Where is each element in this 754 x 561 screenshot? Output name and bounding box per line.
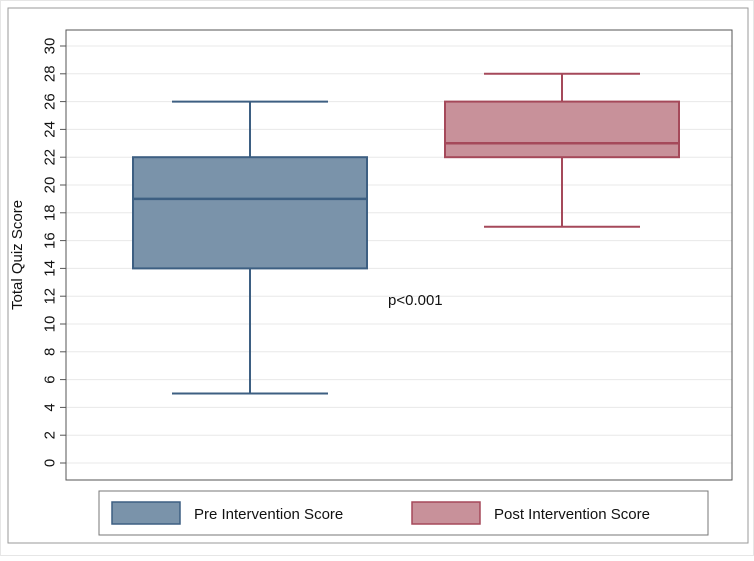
y-tick-label: 8 (42, 348, 59, 356)
y-tick-label: 30 (42, 38, 59, 55)
y-tick-label: 20 (42, 177, 59, 194)
inner-background (7, 7, 749, 544)
iqr-box (132, 156, 368, 270)
legend-frame (98, 490, 709, 536)
y-tick-label: 6 (42, 375, 59, 383)
iqr-box (444, 100, 680, 159)
legend-label-post: Post Intervention Score (494, 506, 650, 523)
y-tick-label: 4 (42, 403, 59, 411)
legend: Pre Intervention Score Post Intervention… (98, 490, 709, 536)
legend-label-pre: Pre Intervention Score (194, 506, 343, 523)
y-tick-label: 2 (42, 431, 59, 439)
p-value-annotation: p<0.001 (388, 292, 443, 309)
y-tick-label: 26 (42, 93, 59, 110)
y-tick-label: 24 (42, 121, 59, 138)
y-tick-label: 18 (42, 204, 59, 221)
y-tick-label: 14 (42, 260, 59, 277)
y-tick-label: 28 (42, 65, 59, 82)
y-tick-label: 12 (42, 288, 59, 305)
y-axis-label: Total Quiz Score (9, 200, 26, 310)
box-post (444, 72, 680, 228)
y-tick-label: 16 (42, 232, 59, 249)
legend-swatch-post (411, 501, 481, 525)
y-tick-label: 22 (42, 149, 59, 166)
plot-area-frame (65, 29, 733, 481)
legend-swatch-pre (111, 501, 181, 525)
y-tick-label: 10 (42, 316, 59, 333)
boxes (132, 72, 680, 395)
box-pre (132, 100, 368, 395)
y-tick-label: 0 (42, 459, 59, 467)
